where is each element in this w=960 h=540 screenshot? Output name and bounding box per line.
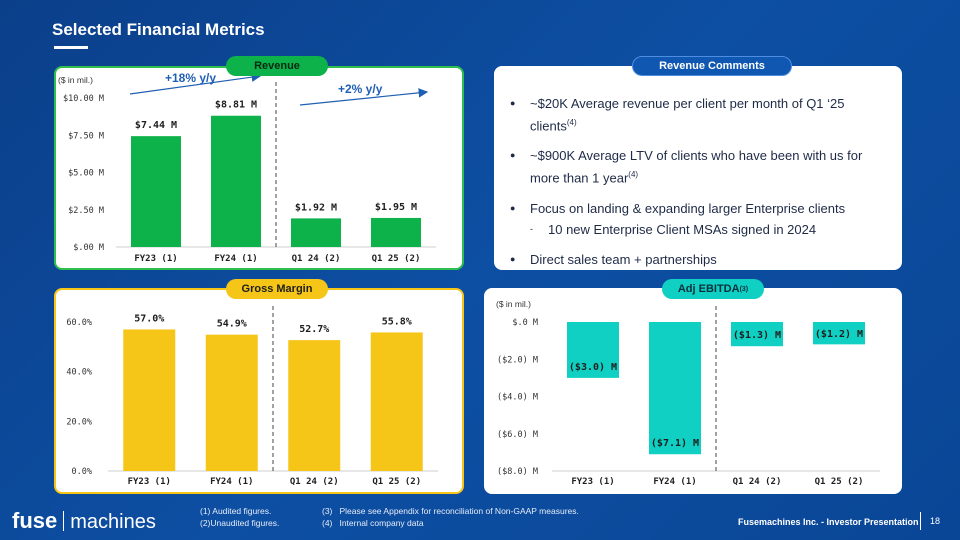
bar [370,332,423,471]
data-label: $1.95 M [375,202,417,213]
category-label: FY24 (1) [210,477,253,487]
category-label: FY24 (1) [653,477,696,487]
data-label: 55.8% [382,316,412,327]
y-tick-label: 20.0% [66,417,92,427]
presentation-label: Fusemachines Inc. - Investor Presentatio… [738,517,919,527]
bar [371,217,421,247]
ebitda-unit-note: ($ in mil.) [496,299,531,309]
footnote-2: (2)Unaudited figures. [200,518,280,528]
adj-ebitda-pill-label: Adj EBITDA [677,283,740,295]
y-tick-label: 60.0% [66,318,92,328]
bar [291,218,341,247]
category-label: Q1 25 (2) [372,254,421,264]
footnote-4: (4) Internal company data [322,518,424,528]
footer-divider [920,512,921,530]
adj-ebitda-pill: Adj EBITDA (3) [662,279,764,299]
data-label: ($7.1) M [651,438,699,449]
revenue-comments-pill: Revenue Comments [632,56,792,76]
comment-sub-bullet: 10 new Enterprise Client MSAs signed in … [510,220,880,239]
growth-arrow-2 [299,88,429,106]
bar [288,340,341,471]
category-label: FY23 (1) [134,254,177,264]
bar [567,322,619,378]
bar [123,329,176,471]
footnote-1: (1) Audited figures. [200,506,272,516]
gross-margin-chart: 0.0% 20.0% 40.0% 60.0% 57.0% FY23 (1) 54.9% FY2… [66,306,438,487]
bar [131,136,181,247]
page-title: Selected Financial Metrics [52,20,265,39]
category-label: Q1 25 (2) [372,477,421,487]
y-tick-label: $5.00 M [68,169,104,179]
data-label: 54.9% [217,319,247,330]
y-tick-label: ($2.0) M [497,355,538,365]
adj-ebitda-pill-sup: (3) [739,285,749,293]
y-tick-label: $7.50 M [68,131,104,141]
comment-bullet-1: ~$20K Average revenue per client per mon… [510,94,880,135]
gross-margin-pill: Gross Margin [226,279,328,299]
comment-bullet-2: ~$900K Average LTV of clients who have b… [510,146,880,187]
fusemachines-logo: fuse machines [12,508,156,533]
y-tick-label: ($4.0) M [497,393,538,403]
page-number: 18 [930,516,941,526]
data-label: ($1.2) M [815,329,863,340]
revenue-comments-list: ~$20K Average revenue per client per mon… [510,94,880,280]
data-label: $1.92 M [295,202,337,213]
y-tick-label: ($8.0) M [497,467,538,477]
growth-label-2: +2% y/y [338,82,383,96]
comment-bullet-4: Direct sales team + partnerships [510,250,880,269]
category-label: FY24 (1) [214,254,257,264]
category-label: Q1 24 (2) [733,477,782,487]
category-label: Q1 25 (2) [815,477,864,487]
data-label: ($3.0) M [569,362,617,373]
data-label: ($1.3) M [733,330,781,341]
revenue-unit-note: ($ in mil.) [58,75,93,85]
category-label: Q1 24 (2) [290,477,339,487]
growth-arrow-1 [129,72,262,95]
y-tick-label: ($6.0) M [497,430,538,440]
y-tick-label: $.00 M [73,243,104,253]
bar [205,334,258,471]
bar [731,322,783,347]
y-tick-label: $10.00 M [63,94,104,104]
growth-label-1: +18% y/y [165,71,217,85]
bar [211,115,261,247]
y-tick-label: $.0 M [512,318,538,328]
data-label: $7.44 M [135,120,177,131]
comment-bullet-3: Focus on landing & expanding larger Ente… [510,199,880,218]
data-label: $8.81 M [215,100,257,111]
revenue-chart: $.00 M $2.50 M $5.00 M $7.50 M $10.00 M $7.44… [63,82,436,264]
data-label: 57.0% [134,313,164,324]
category-label: FY23 (1) [571,477,614,487]
bar [649,322,701,455]
category-label: FY23 (1) [128,477,171,487]
adj-ebitda-chart: $.0 M ($2.0) M ($4.0) M ($6.0) M ($8.0) M ($3… [497,306,880,487]
data-label: 52.7% [299,324,329,335]
y-tick-label: $2.50 M [68,206,104,216]
footnote-3: (3) Please see Appendix for reconciliati… [322,506,579,516]
category-label: Q1 24 (2) [292,254,341,264]
revenue-pill: Revenue [226,56,328,76]
y-tick-label: 40.0% [66,368,92,378]
y-tick-label: 0.0% [72,467,92,477]
title-underline [54,46,88,49]
bar [813,322,865,345]
